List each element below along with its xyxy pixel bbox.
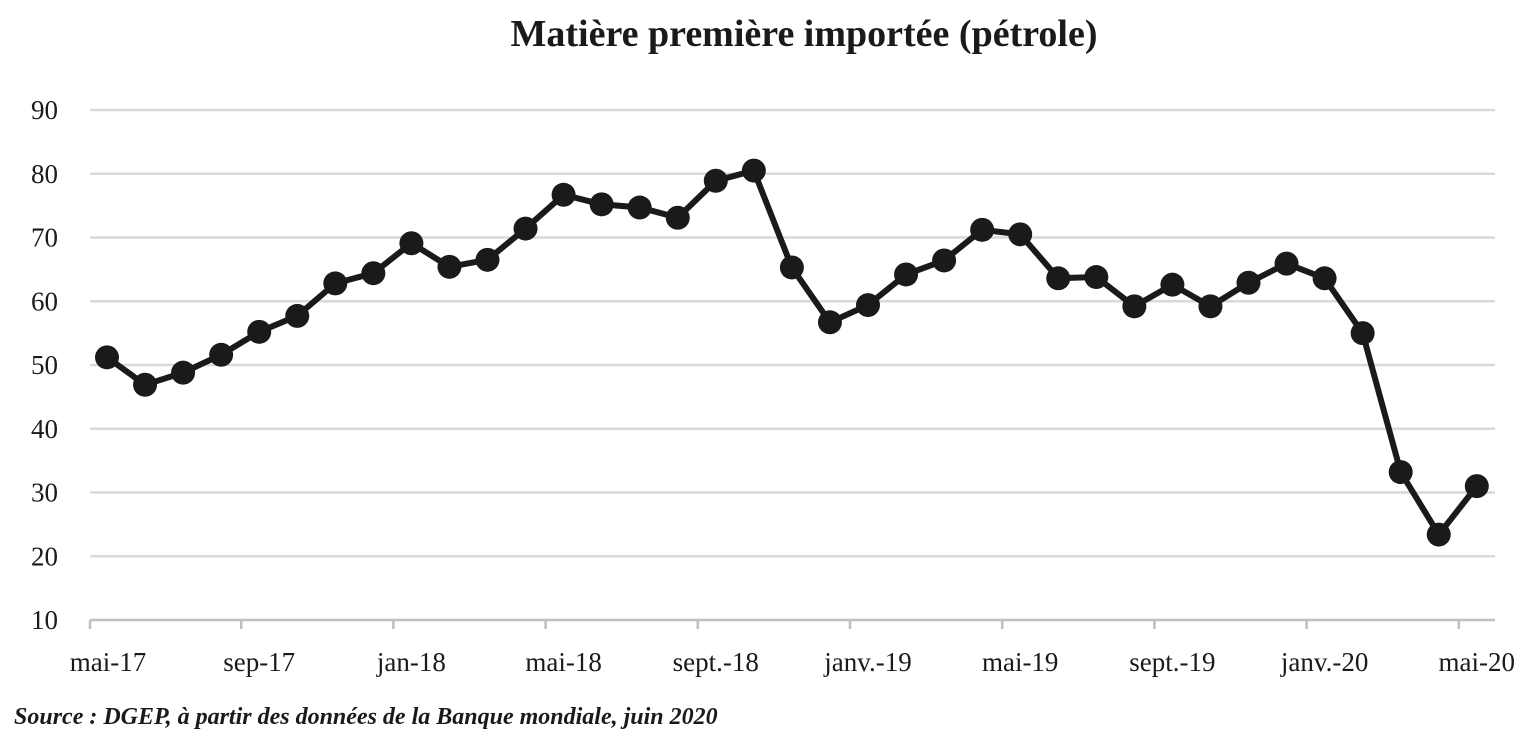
data-point	[513, 216, 538, 241]
x-axis-labels: mai-17 sep-17 jan-18 mai-18 sept.-18 janv.-19…	[70, 647, 1515, 677]
data-point	[703, 168, 728, 193]
y-tick-label: 50	[31, 350, 58, 380]
data-point	[551, 182, 576, 207]
x-tick-label: mai-18	[525, 647, 601, 677]
data-point	[1388, 460, 1413, 485]
data-point	[399, 231, 424, 256]
data-point	[1198, 294, 1223, 319]
data-point	[171, 360, 196, 385]
x-tick-label: janv.-19	[823, 647, 911, 677]
x-tick-label: mai-20	[1439, 647, 1515, 677]
data-point	[856, 293, 880, 318]
x-tick-label: sept.-19	[1129, 647, 1215, 677]
x-tick-label: janv.-20	[1280, 647, 1368, 677]
data-point	[285, 303, 310, 328]
data-point	[1008, 222, 1033, 247]
data-point	[133, 372, 158, 397]
data-point	[361, 261, 386, 286]
data-point	[970, 217, 995, 242]
grid-lines	[90, 108, 1495, 558]
x-axis	[88, 618, 1495, 629]
y-tick-label: 80	[31, 159, 58, 189]
y-tick-label: 10	[31, 605, 58, 635]
data-point	[627, 195, 652, 220]
y-tick-label: 90	[31, 95, 58, 125]
series-line	[105, 167, 1480, 538]
x-tick-label: jan-18	[376, 647, 446, 677]
data-series	[95, 158, 1489, 547]
data-point	[1084, 265, 1109, 290]
x-tick-label: sept.-18	[673, 647, 759, 677]
data-point	[1046, 266, 1071, 291]
data-point	[475, 247, 500, 272]
y-tick-label: 20	[31, 541, 58, 571]
data-point	[1350, 321, 1375, 346]
y-tick-label: 60	[31, 286, 58, 316]
data-point	[1236, 270, 1261, 295]
y-axis-labels: 10 20 30 40 50 60 70 80 90	[31, 95, 58, 635]
data-point	[1274, 251, 1299, 276]
data-point	[1122, 294, 1147, 319]
data-point	[665, 205, 690, 230]
x-tick-label: mai-17	[70, 647, 146, 677]
data-point	[1464, 474, 1489, 499]
data-point	[1312, 266, 1337, 291]
data-point	[1426, 522, 1451, 547]
data-point	[209, 342, 234, 367]
data-point	[95, 345, 119, 370]
chart-title: Matière première importée (pétrole)	[510, 13, 1098, 55]
data-point	[437, 254, 462, 279]
data-point	[741, 158, 766, 183]
y-tick-label: 30	[31, 478, 58, 508]
x-tick-label: mai-19	[982, 647, 1058, 677]
data-point	[247, 319, 272, 344]
data-point	[817, 310, 842, 335]
y-tick-label: 70	[31, 223, 58, 253]
data-point	[1160, 272, 1185, 297]
data-point	[779, 255, 804, 280]
x-tick-label: sep-17	[223, 647, 295, 677]
data-point	[323, 271, 348, 296]
y-tick-label: 40	[31, 414, 58, 444]
data-point	[932, 248, 957, 273]
source-note: Source : DGEP, à partir des données de l…	[14, 704, 718, 730]
data-point	[894, 262, 919, 287]
data-point	[589, 192, 614, 217]
